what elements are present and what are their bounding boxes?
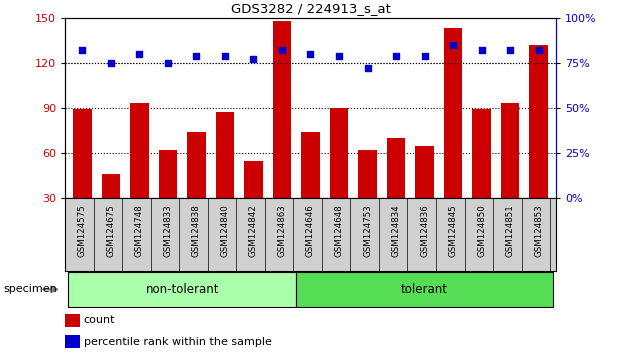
Text: GSM124840: GSM124840 xyxy=(220,204,229,257)
Text: GSM124646: GSM124646 xyxy=(306,204,315,257)
Text: GSM124851: GSM124851 xyxy=(505,204,515,257)
Bar xyxy=(444,28,463,244)
Bar xyxy=(244,161,263,244)
Bar xyxy=(158,150,177,244)
Bar xyxy=(296,272,553,307)
Point xyxy=(163,60,173,66)
Text: GSM124748: GSM124748 xyxy=(135,204,144,257)
Bar xyxy=(73,109,91,244)
Point xyxy=(248,56,258,62)
Text: GSM124838: GSM124838 xyxy=(192,204,201,257)
Text: GSM124753: GSM124753 xyxy=(363,204,372,257)
Bar xyxy=(65,314,80,327)
Text: GSM124850: GSM124850 xyxy=(477,204,486,257)
Text: GSM124575: GSM124575 xyxy=(78,204,87,257)
Point xyxy=(220,53,230,58)
Bar xyxy=(130,103,148,244)
Bar xyxy=(187,132,206,244)
Point xyxy=(420,53,430,58)
Text: GSM124648: GSM124648 xyxy=(335,204,343,257)
Bar xyxy=(102,174,120,244)
Bar xyxy=(215,113,234,244)
Point xyxy=(306,51,315,57)
Text: tolerant: tolerant xyxy=(401,283,448,296)
Text: GSM124836: GSM124836 xyxy=(420,204,429,257)
Text: GSM124675: GSM124675 xyxy=(106,204,116,257)
Bar xyxy=(330,108,348,244)
Bar xyxy=(501,103,519,244)
Title: GDS3282 / 224913_s_at: GDS3282 / 224913_s_at xyxy=(230,2,391,15)
Point xyxy=(477,47,487,53)
Text: non-tolerant: non-tolerant xyxy=(145,283,219,296)
Text: GSM124845: GSM124845 xyxy=(448,204,458,257)
Point xyxy=(134,51,144,57)
Point xyxy=(448,42,458,47)
Bar xyxy=(68,272,296,307)
Point xyxy=(363,65,373,71)
Point xyxy=(505,47,515,53)
Text: count: count xyxy=(84,315,115,325)
Point xyxy=(106,60,116,66)
Point xyxy=(391,53,401,58)
Bar xyxy=(65,335,80,348)
Text: GSM124834: GSM124834 xyxy=(392,204,401,257)
Bar xyxy=(273,21,291,244)
Point xyxy=(78,47,88,53)
Point xyxy=(334,53,344,58)
Point xyxy=(191,53,201,58)
Bar xyxy=(301,132,320,244)
Text: GSM124842: GSM124842 xyxy=(249,204,258,257)
Bar xyxy=(530,45,548,244)
Bar xyxy=(387,138,406,244)
Text: GSM124833: GSM124833 xyxy=(163,204,173,257)
Text: GSM124863: GSM124863 xyxy=(278,204,286,257)
Bar xyxy=(358,150,377,244)
Point xyxy=(277,47,287,53)
Bar xyxy=(473,109,491,244)
Text: GSM124853: GSM124853 xyxy=(534,204,543,257)
Text: specimen: specimen xyxy=(3,284,57,295)
Text: percentile rank within the sample: percentile rank within the sample xyxy=(84,337,271,347)
Point xyxy=(533,47,543,53)
Bar xyxy=(415,145,434,244)
